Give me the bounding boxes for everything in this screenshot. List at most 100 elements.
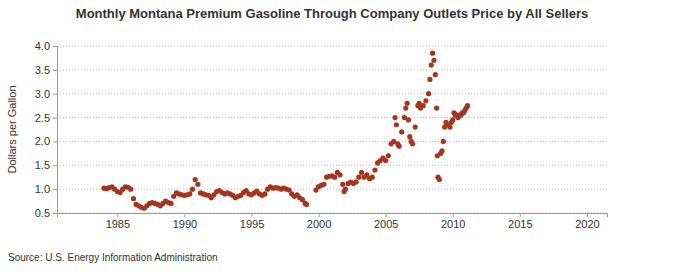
- point: [437, 177, 442, 182]
- point: [354, 179, 359, 184]
- y-axis: 0.5 1.0 1.5 2.0 2.5 3.0 3.5 4.0: [35, 40, 58, 219]
- y-tick-label: 1.5: [35, 159, 50, 171]
- grid-line: [57, 165, 607, 166]
- x-tick: 1995: [240, 213, 264, 230]
- x-tick-mark: [117, 213, 118, 217]
- y-tick: 1.5: [35, 159, 57, 171]
- point: [434, 105, 439, 110]
- y-tick-mark: [53, 118, 57, 119]
- plot: 0.5 1.0 1.5 2.0 2.5 3.0 3.5 4.0 1985 1990 1995 2000…: [35, 40, 608, 230]
- point: [370, 175, 375, 180]
- x-tick: 2015: [508, 213, 532, 230]
- point: [429, 62, 434, 67]
- x-tick-label: 2000: [307, 218, 331, 230]
- y-tick-mark: [53, 165, 57, 166]
- x-tick-mark: [252, 213, 253, 217]
- chart: Monthly Montana Premium Gasoline Through…: [0, 0, 675, 275]
- y-tick-mark: [53, 189, 57, 190]
- y-tick: 2.5: [35, 112, 57, 124]
- point: [465, 103, 470, 108]
- point: [441, 139, 446, 144]
- point: [337, 172, 342, 177]
- point: [190, 187, 195, 192]
- x-axis: 1985 1990 1995 2000 2005 2010 2015 2020: [58, 213, 608, 230]
- y-tick: 1.0: [35, 183, 57, 195]
- point: [195, 182, 200, 187]
- point: [340, 182, 345, 187]
- y-tick-mark: [53, 141, 57, 142]
- x-tick-label: 2010: [441, 218, 465, 230]
- point: [426, 91, 431, 96]
- x-tick-mark: [520, 213, 521, 217]
- grid-line: [57, 189, 607, 190]
- point: [439, 148, 444, 153]
- y-tick-label: 0.5: [35, 207, 50, 219]
- point: [304, 202, 309, 207]
- point: [383, 158, 388, 163]
- x-tick: 2000: [307, 213, 331, 230]
- x-tick-label: 1990: [173, 218, 197, 230]
- y-tick-mark: [53, 70, 57, 71]
- x-tick: 1985: [106, 213, 130, 230]
- y-tick: 3.0: [35, 88, 57, 100]
- x-tick-mark: [453, 213, 454, 217]
- y-tick-label: 2.5: [35, 112, 50, 124]
- y-axis-title: Dollars per Gallon: [6, 85, 18, 173]
- point: [423, 98, 428, 103]
- x-axis-line: [58, 214, 608, 218]
- point: [332, 175, 337, 180]
- x-tick: 2005: [374, 213, 398, 230]
- points: [101, 51, 470, 211]
- point: [450, 117, 455, 122]
- point: [447, 125, 452, 130]
- x-tick-mark: [587, 213, 588, 217]
- point: [386, 153, 391, 158]
- y-tick: 3.5: [35, 64, 57, 76]
- y-tick: 2.0: [35, 135, 57, 147]
- y-tick-label: 4.0: [35, 40, 50, 52]
- grid-line: [57, 69, 607, 70]
- x-tick-mark: [319, 213, 320, 217]
- point: [131, 196, 136, 201]
- x-tick-label: 2015: [508, 218, 532, 230]
- y-tick-label: 1.0: [35, 183, 50, 195]
- point: [421, 103, 426, 108]
- point: [431, 58, 436, 63]
- x-tick-label: 1995: [240, 218, 264, 230]
- y-tick: 4.0: [35, 40, 57, 52]
- x-tick: 2010: [441, 213, 465, 230]
- x-tick-mark: [386, 213, 387, 217]
- point: [405, 101, 410, 106]
- point: [193, 177, 198, 182]
- point: [187, 191, 192, 196]
- y-tick-mark: [53, 46, 57, 47]
- point: [399, 129, 404, 134]
- x-tick: 2020: [575, 213, 599, 230]
- point: [433, 72, 438, 77]
- grid-line: [57, 46, 607, 47]
- point: [394, 122, 399, 127]
- point: [396, 144, 401, 149]
- point: [403, 105, 408, 110]
- title: Monthly Montana Premium Gasoline Through…: [76, 6, 588, 21]
- point: [128, 187, 133, 192]
- source: Source: U.S. Energy Information Administ…: [8, 252, 218, 263]
- point: [356, 175, 361, 180]
- grid: [57, 46, 607, 213]
- point: [359, 170, 364, 175]
- point: [407, 134, 412, 139]
- point: [321, 182, 326, 187]
- y-tick: 0.5: [35, 207, 57, 219]
- point: [410, 141, 415, 146]
- point: [430, 51, 435, 56]
- point: [168, 201, 173, 206]
- y-tick-label: 2.0: [35, 135, 50, 147]
- grid-line: [57, 141, 607, 142]
- grid-line: [57, 117, 607, 118]
- x-tick: 1990: [173, 213, 197, 230]
- x-tick-mark: [184, 213, 185, 217]
- grid-line: [57, 93, 607, 94]
- y-axis-line: [53, 47, 58, 214]
- y-tick-mark: [53, 94, 57, 95]
- y-tick-mark: [53, 213, 57, 214]
